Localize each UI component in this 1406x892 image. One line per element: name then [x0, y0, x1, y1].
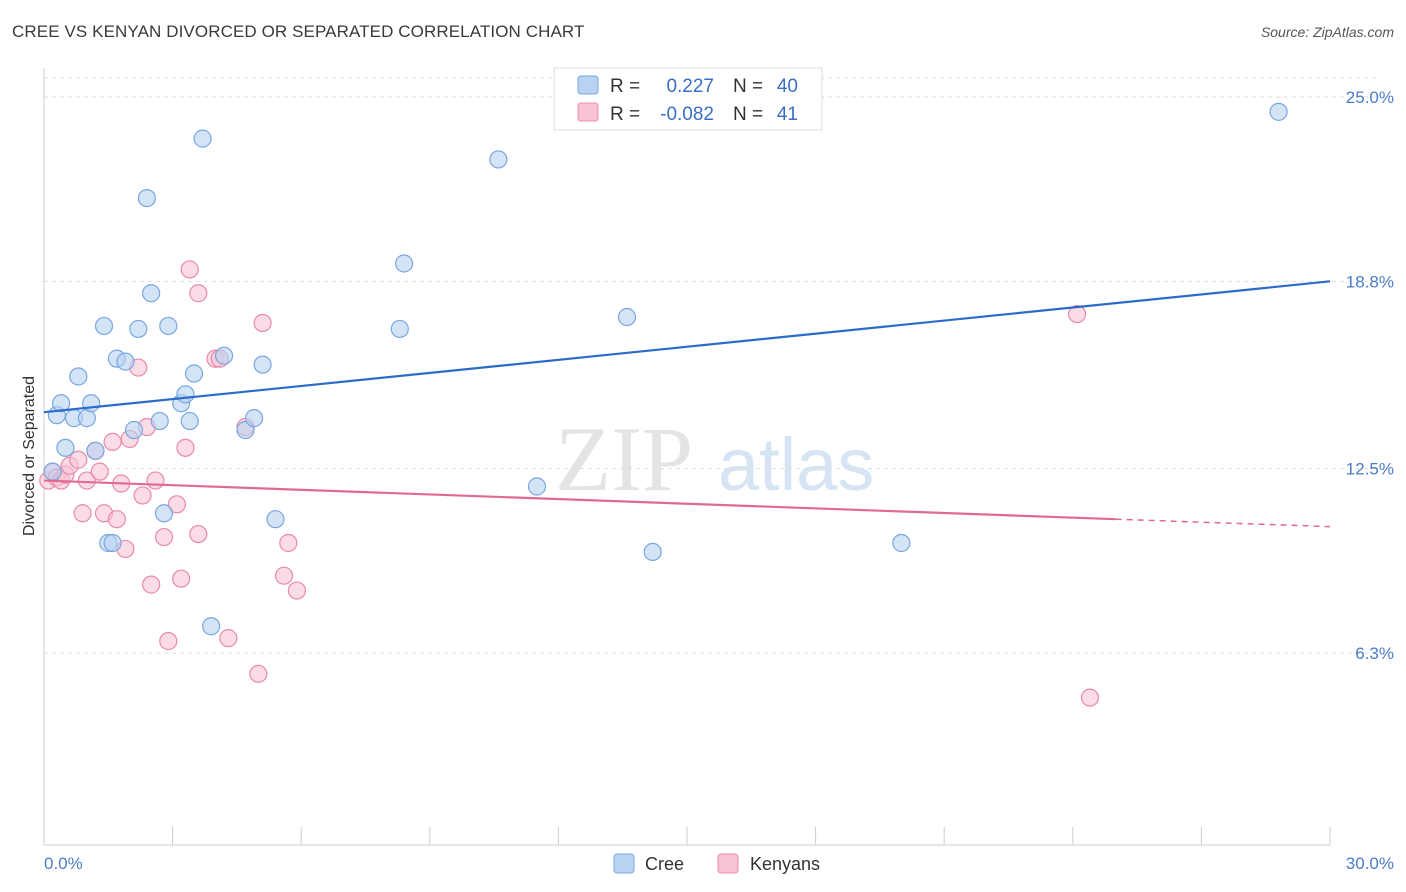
y-tick-label: 25.0%: [1346, 88, 1394, 107]
kenyan-point: [167, 495, 186, 514]
chart-title: CREE VS KENYAN DIVORCED OR SEPARATED COR…: [12, 22, 585, 41]
kenyan-point: [176, 438, 195, 457]
series-legend: Cree Kenyans: [613, 853, 820, 874]
kenyan-trend-line: [43, 479, 1116, 521]
cree-point: [43, 462, 62, 481]
cree-point: [159, 316, 178, 336]
kenyan-point: [90, 462, 109, 481]
kenyan-point: [1067, 304, 1087, 324]
kenyan-point: [253, 313, 272, 333]
cree-point: [244, 409, 264, 428]
kenyan-point: [159, 632, 178, 651]
kenyan-point: [103, 432, 122, 451]
y-axis-label: Divorced or Separated: [21, 376, 38, 536]
cree-point: [202, 617, 221, 636]
kenyan-point: [154, 527, 174, 547]
cree-point: [527, 477, 547, 496]
cree-point: [142, 284, 161, 303]
kenyan-point: [142, 575, 161, 594]
stats-legend-box: [553, 67, 823, 131]
cree-point: [892, 533, 911, 553]
cree-point: [52, 394, 71, 413]
cree-point: [94, 316, 114, 336]
watermark-atlas: atlas: [718, 423, 874, 506]
kenyan-point: [69, 450, 88, 469]
cree-r-value: 0.227: [666, 76, 714, 97]
trend-lines: [43, 280, 1331, 528]
kenyan-legend-swatch: [577, 102, 599, 122]
cree-point: [266, 510, 285, 529]
cree-point: [394, 254, 414, 273]
kenyan-point: [73, 504, 92, 523]
cree-point: [180, 411, 199, 431]
y-tick-label: 6.3%: [1355, 644, 1394, 663]
cree-point: [150, 411, 169, 431]
cree-n-label: N =: [733, 76, 763, 97]
cree-point: [176, 385, 195, 404]
kenyan-point: [249, 664, 268, 683]
cree-points: [43, 102, 1288, 636]
kenyan-point: [133, 486, 152, 505]
kenyan-trend-line-extension: [1115, 518, 1331, 528]
cree-point: [1269, 102, 1288, 121]
cree-series-swatch: [613, 853, 635, 874]
kenyan-point: [219, 629, 238, 648]
kenyan-point: [107, 510, 126, 529]
source-label: Source: ZipAtlas.com: [1260, 24, 1394, 40]
cree-point: [86, 441, 105, 460]
y-tick-labels: 6.3% 12.5% 18.8% 25.0%: [1346, 88, 1394, 663]
cree-point: [489, 150, 508, 169]
kenyan-point: [279, 533, 298, 553]
cree-trend-line: [43, 280, 1331, 414]
cree-point: [193, 129, 212, 148]
cree-point: [617, 307, 637, 327]
cree-point: [129, 319, 148, 339]
kenyan-point: [180, 260, 199, 279]
watermark-zip: ZIP: [555, 408, 693, 510]
kenyan-point: [189, 284, 208, 303]
kenyan-series-label: Kenyans: [750, 854, 820, 874]
cree-point: [214, 346, 234, 365]
kenyan-r-label: R =: [610, 104, 640, 125]
x-tick-label-min: 0.0%: [44, 854, 83, 873]
x-tick-marks: [43, 827, 1331, 845]
cree-point: [154, 504, 174, 523]
cree-series-label: Cree: [645, 854, 684, 874]
kenyan-n-value: 41: [777, 104, 798, 125]
grid-lines: [44, 77, 1380, 654]
kenyan-point: [1080, 688, 1100, 707]
cree-point: [643, 542, 662, 562]
kenyan-point: [172, 569, 191, 588]
kenyan-r-value: -0.082: [660, 104, 714, 125]
kenyan-point: [189, 524, 208, 544]
cree-n-value: 40: [777, 76, 798, 97]
kenyan-series-swatch: [717, 853, 739, 874]
cree-point: [184, 364, 204, 383]
stats-legend: R = 0.227 N = 40 R = -0.082 N = 41: [553, 67, 823, 131]
cree-point: [69, 367, 88, 386]
cree-point: [56, 438, 75, 457]
cree-r-label: R =: [610, 76, 640, 97]
kenyan-point: [77, 471, 96, 490]
cree-point: [253, 355, 272, 374]
kenyan-point: [146, 471, 165, 490]
cree-point: [124, 420, 144, 440]
y-tick-label: 12.5%: [1346, 460, 1394, 479]
cree-point: [82, 394, 101, 413]
kenyan-point: [274, 566, 294, 585]
x-tick-label-max: 30.0%: [1346, 854, 1394, 873]
kenyan-point: [287, 581, 307, 600]
y-tick-label: 18.8%: [1346, 272, 1394, 291]
cree-point: [103, 533, 122, 553]
kenyan-n-label: N =: [733, 104, 763, 125]
cree-legend-swatch: [577, 75, 599, 95]
cree-point: [137, 188, 156, 208]
cree-point: [116, 352, 135, 371]
cree-point: [390, 319, 409, 339]
